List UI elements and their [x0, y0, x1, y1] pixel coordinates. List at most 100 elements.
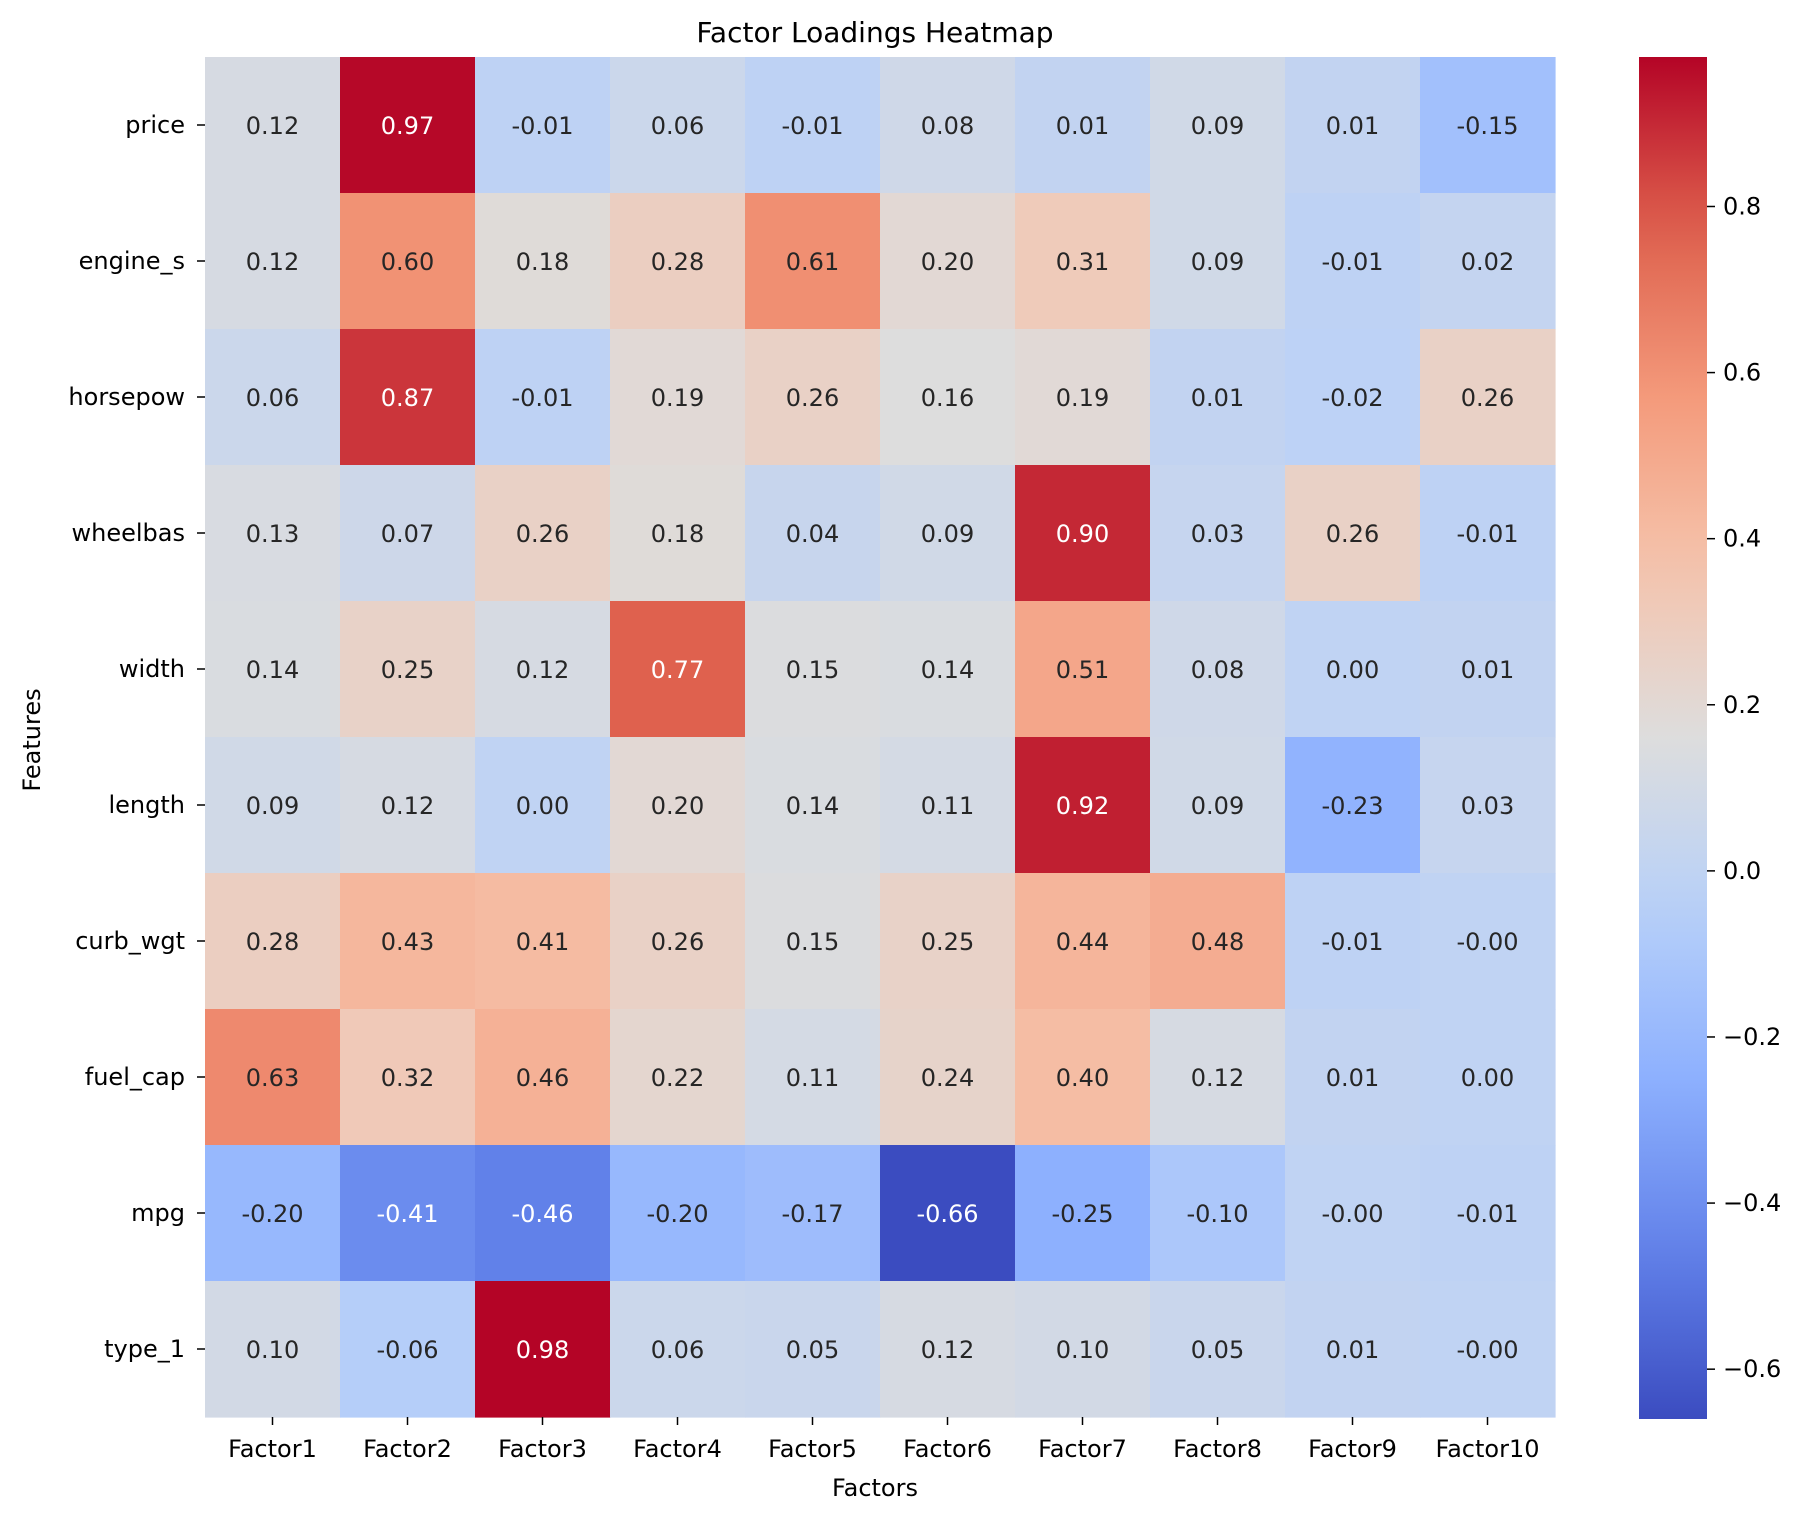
cell-value-label: 0.26 [1461, 384, 1514, 412]
cell-value-label: 0.02 [1461, 248, 1514, 276]
x-tick-label: Factor1 [228, 1435, 317, 1463]
heatmap-cell [1285, 1281, 1421, 1418]
colorbar: 0.8 0.6 0.4 0.2 0.0 −0.2 −0.4 −0.6 [1639, 57, 1781, 1419]
cell-value-label: -0.20 [646, 1200, 708, 1228]
cell-value-label: 0.18 [651, 520, 704, 548]
heatmap-cell [610, 1145, 746, 1282]
cell-value-label: 0.24 [921, 1064, 974, 1092]
heatmap-cell [340, 57, 476, 194]
heatmap-cell [745, 1009, 881, 1146]
x-tick-label: Factor9 [1308, 1435, 1397, 1463]
heatmap-cell [340, 465, 476, 602]
heatmap-cell [1150, 329, 1286, 466]
cell-value-label: -0.46 [511, 1200, 573, 1228]
cell-value-label: 0.00 [1461, 1064, 1514, 1092]
heatmap-cell [1420, 1009, 1556, 1146]
cell-value-label: 0.01 [1191, 384, 1244, 412]
x-tick-label: Factor3 [498, 1435, 587, 1463]
cell-value-label: 0.32 [381, 1064, 434, 1092]
heatmap-cell [880, 601, 1016, 738]
heatmap-cell [1015, 465, 1151, 602]
heatmap-cell [610, 873, 746, 1010]
cell-value-label: 0.03 [1191, 520, 1244, 548]
heatmap-cell [880, 1281, 1016, 1418]
heatmap-cell [340, 737, 476, 874]
cell-value-label: 0.06 [246, 384, 299, 412]
heatmap-cell [475, 193, 611, 330]
y-tick-label: engine_s [79, 247, 185, 275]
cell-value-label: 0.40 [1056, 1064, 1109, 1092]
heatmap-cell [1285, 465, 1421, 602]
y-tick-label: horsepow [68, 383, 185, 411]
cell-value-label: 0.00 [516, 792, 569, 820]
heatmap-cell [1150, 873, 1286, 1010]
heatmap-cell [1420, 329, 1556, 466]
cell-value-label: 0.97 [381, 112, 434, 140]
heatmap-cell [880, 1145, 1016, 1282]
chart-title: Factor Loadings Heatmap [696, 16, 1053, 49]
heatmap-cell [340, 329, 476, 466]
cell-value-label: 0.12 [516, 656, 569, 684]
heatmap-cell [745, 1281, 881, 1418]
heatmap-cell [745, 329, 881, 466]
cell-value-label: -0.10 [1186, 1200, 1248, 1228]
heatmap-cell [880, 873, 1016, 1010]
heatmap-cell [340, 601, 476, 738]
cell-value-label: 0.01 [1056, 112, 1109, 140]
cell-value-label: 0.12 [246, 112, 299, 140]
cell-value-label: -0.00 [1456, 1336, 1518, 1364]
y-tick-label: wheelbas [72, 519, 185, 547]
heatmap-cell [1285, 57, 1421, 194]
cell-value-label: 0.25 [381, 656, 434, 684]
heatmap-cell [745, 601, 881, 738]
y-tick-label: length [109, 791, 186, 819]
heatmap-cell [1420, 57, 1556, 194]
cell-value-label: -0.01 [781, 112, 843, 140]
cell-value-label: 0.09 [1191, 792, 1244, 820]
heatmap-cell [475, 57, 611, 194]
cell-value-label: 0.09 [921, 520, 974, 548]
heatmap-cell [610, 1281, 746, 1418]
heatmap-cell [1285, 1145, 1421, 1282]
y-axis: price engine_s horsepow wheelbas width length… [68, 111, 205, 1363]
colorbar-tick-label: 0.0 [1723, 857, 1761, 885]
heatmap-cell [1015, 193, 1151, 330]
cell-value-label: 0.00 [1326, 656, 1379, 684]
heatmap-cell [205, 1281, 341, 1418]
heatmap-cell [880, 57, 1016, 194]
heatmap-cell [1285, 193, 1421, 330]
heatmap-cell [205, 193, 341, 330]
heatmap-cell [1420, 1145, 1556, 1282]
heatmap-cell [340, 193, 476, 330]
heatmap-cell [1015, 737, 1151, 874]
cell-value-label: 0.26 [516, 520, 569, 548]
heatmap-cell [1150, 465, 1286, 602]
cell-value-label: 0.19 [651, 384, 704, 412]
heatmap-cell [475, 1009, 611, 1146]
cell-value-label: 0.44 [1056, 928, 1109, 956]
cell-value-label: 0.06 [651, 1336, 704, 1364]
heatmap-cell [745, 873, 881, 1010]
cell-value-label: 0.22 [651, 1064, 704, 1092]
heatmap-cell [1420, 601, 1556, 738]
cell-value-label: 0.06 [651, 112, 704, 140]
cell-value-label: -0.02 [1321, 384, 1383, 412]
cell-value-label: 0.61 [786, 248, 839, 276]
y-tick-label: price [125, 111, 185, 139]
cell-value-label: 0.26 [651, 928, 704, 956]
heatmap-cell [745, 193, 881, 330]
cell-value-label: 0.09 [246, 792, 299, 820]
cell-value-label: -0.25 [1051, 1200, 1113, 1228]
cell-value-label: 0.01 [1461, 656, 1514, 684]
x-tick-label: Factor4 [633, 1435, 722, 1463]
heatmap-cell [1015, 601, 1151, 738]
cell-value-label: 0.77 [651, 656, 704, 684]
cell-value-label: 0.04 [786, 520, 839, 548]
colorbar-tick-label: −0.2 [1723, 1023, 1781, 1051]
cell-value-label: 0.98 [516, 1336, 569, 1364]
cell-value-label: 0.25 [921, 928, 974, 956]
cell-value-label: 0.12 [1191, 1064, 1244, 1092]
cell-value-label: 0.26 [786, 384, 839, 412]
cell-value-label: 0.14 [921, 656, 974, 684]
colorbar-gradient [1639, 57, 1707, 1419]
